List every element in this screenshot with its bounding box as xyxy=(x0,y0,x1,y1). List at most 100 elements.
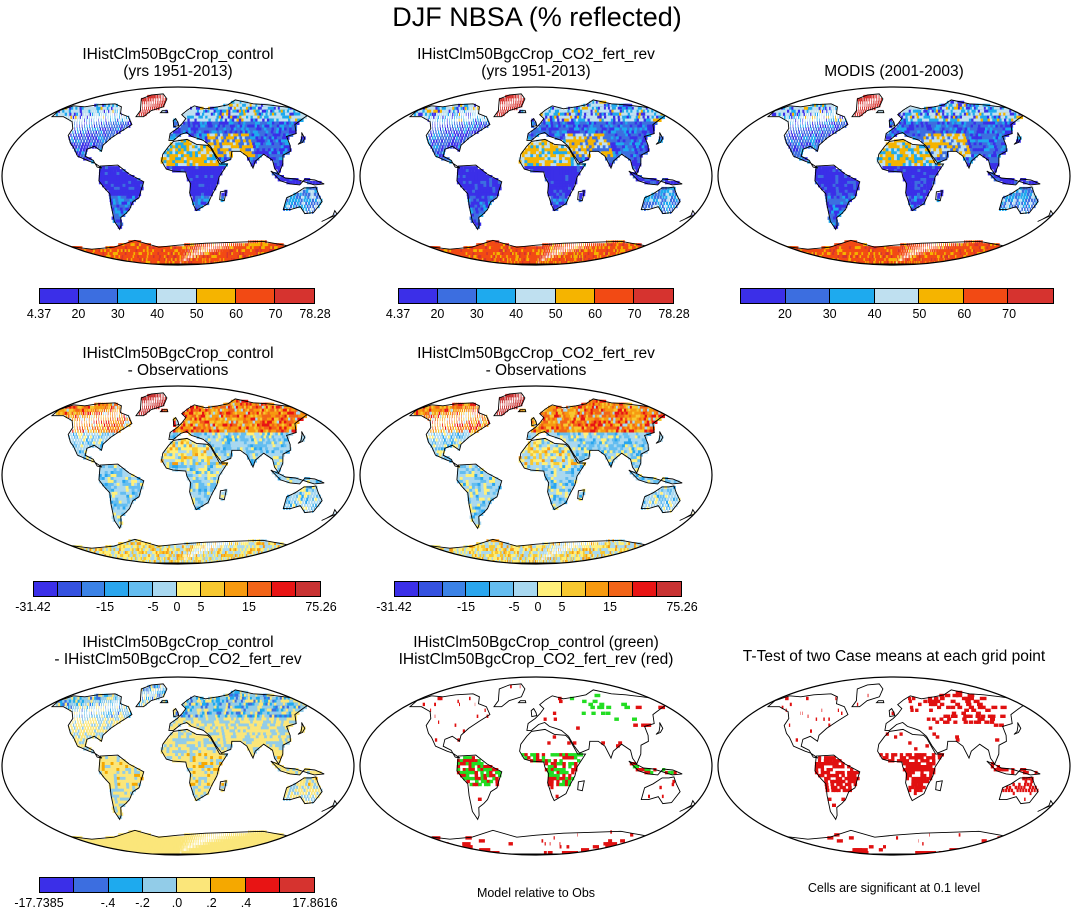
map-cell xyxy=(618,151,623,155)
map-cell xyxy=(187,124,192,128)
map-cell xyxy=(429,136,431,140)
map-cell xyxy=(266,136,271,140)
map-cell xyxy=(116,183,121,188)
map-cell xyxy=(201,180,205,185)
map-cell xyxy=(443,112,445,117)
map-cell xyxy=(564,154,569,158)
map-cell xyxy=(588,142,592,146)
map-cell xyxy=(530,258,533,262)
map-cell xyxy=(567,160,572,164)
map-cell xyxy=(559,166,563,170)
map-cell xyxy=(518,97,519,102)
map-cell xyxy=(495,189,499,194)
map-cell xyxy=(650,198,653,203)
map-cell xyxy=(153,100,154,105)
map-cell xyxy=(626,243,630,247)
map-cell xyxy=(587,118,592,122)
map-cell xyxy=(668,195,671,200)
map-cell xyxy=(198,157,202,161)
map-cell xyxy=(539,252,542,256)
map-cell xyxy=(449,133,451,137)
map-cell xyxy=(617,124,623,128)
map-cell xyxy=(536,246,539,250)
map-cell xyxy=(78,145,81,149)
map-cell xyxy=(480,121,482,125)
map-cell xyxy=(117,195,122,200)
map-cell xyxy=(594,249,598,253)
map-cell xyxy=(196,109,201,114)
map-cell xyxy=(208,243,210,247)
map-cell xyxy=(242,246,245,250)
map-cell xyxy=(212,124,217,128)
map-cell xyxy=(192,249,194,253)
map-cell xyxy=(254,142,259,146)
map-cell xyxy=(211,243,212,247)
map-cell xyxy=(246,154,251,158)
map-cell xyxy=(616,243,619,247)
map-cell xyxy=(550,198,554,203)
map-cell xyxy=(460,106,463,111)
map-cell xyxy=(498,109,500,114)
map-cell xyxy=(549,246,552,250)
map-cell xyxy=(616,127,622,131)
map-cell xyxy=(485,201,489,206)
map-cell xyxy=(227,246,230,250)
map-cell xyxy=(579,142,584,146)
map-cell xyxy=(260,130,266,134)
map-cell xyxy=(457,124,459,128)
map-cell xyxy=(264,133,270,137)
map-cell xyxy=(113,124,116,128)
map-cell xyxy=(220,249,223,253)
map-cell xyxy=(474,175,478,179)
map-cell xyxy=(538,142,542,146)
map-cell xyxy=(192,189,196,194)
map-cell xyxy=(474,186,479,191)
map-cell xyxy=(202,121,206,125)
colorbar-cell xyxy=(157,289,197,303)
map-cell xyxy=(215,249,218,253)
map-cell xyxy=(573,252,576,256)
map-cell xyxy=(576,154,580,158)
map-cell xyxy=(178,169,182,173)
map-cell xyxy=(172,136,176,140)
map-cell xyxy=(198,160,202,164)
map-cell xyxy=(88,121,90,125)
colorbar-cell xyxy=(118,289,158,303)
map-cell xyxy=(613,154,617,158)
map-cell xyxy=(536,151,540,155)
map-cell xyxy=(96,121,97,125)
map-cell xyxy=(180,160,185,164)
map-cell xyxy=(113,204,118,209)
map-cell xyxy=(200,249,201,253)
map-cell xyxy=(567,133,572,137)
map-cell xyxy=(95,142,98,146)
map-cell xyxy=(559,133,564,137)
map-cell xyxy=(230,133,235,137)
map-cell xyxy=(188,252,190,256)
map-cell xyxy=(462,169,467,173)
map-cell xyxy=(582,157,586,161)
map-cell xyxy=(110,115,111,120)
map-cell xyxy=(193,112,197,117)
map-cell xyxy=(550,178,554,182)
map-cell xyxy=(165,109,168,114)
map-cell xyxy=(574,145,579,149)
map-cell xyxy=(553,124,557,128)
map-cell xyxy=(462,175,466,179)
map-cell xyxy=(214,133,219,137)
map-cell xyxy=(601,142,606,146)
map-cell xyxy=(527,166,531,170)
map-cell xyxy=(97,136,100,140)
map-cell xyxy=(589,249,592,253)
map-cell xyxy=(216,121,221,125)
map-cell xyxy=(473,121,475,125)
map-cell xyxy=(455,127,457,131)
map-cell xyxy=(447,145,450,149)
map-cell xyxy=(546,130,550,134)
map-cell xyxy=(589,127,594,131)
map-cell xyxy=(477,180,481,185)
map-cell xyxy=(196,249,198,253)
map-cell xyxy=(480,169,484,173)
map-cell xyxy=(634,163,639,167)
map-cell xyxy=(453,109,455,114)
